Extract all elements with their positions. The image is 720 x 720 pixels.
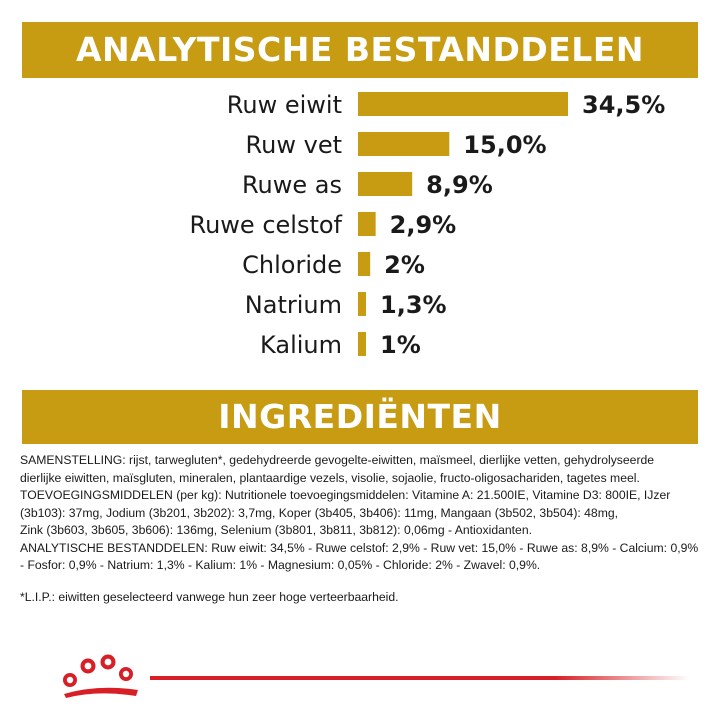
value-label: 2,9% [390,211,457,239]
ingredients-line: Zink (3b603, 3b605, 3b606): 136mg, Selen… [20,523,532,537]
ingredients-line: SAMENSTELLING: rijst, tarwegluten*, gede… [20,453,655,467]
value-label: 2% [384,251,425,279]
ingredients-text: SAMENSTELLING: rijst, tarwegluten*, gede… [20,452,700,575]
bar [358,92,568,116]
bar [358,132,450,156]
bar [358,172,413,196]
category-label: Ruwe as [242,171,342,199]
value-label: 1,3% [380,291,447,319]
value-label: 8,9% [426,171,493,199]
ingredients-title-banner: INGREDIËNTEN [22,390,698,444]
brand-red-line [150,676,690,680]
value-label: 1% [380,331,421,359]
footnote: *L.I.P.: eiwitten geselecteerd vanwege h… [20,590,399,604]
ingredients-line: ANALYTISCHE BESTANDDELEN: Ruw eiwit: 34,… [20,540,699,555]
bar [358,252,371,276]
ingredients-line: TOEVOEGINGSMIDDELEN (per kg): Nutritione… [20,488,671,502]
bar [358,332,366,356]
analysis-title-banner: ANALYTISCHE BESTANDDELEN [22,22,698,78]
ingredients-line: - Fosfor: 0,9% - Natrium: 1,3% - Kalium:… [20,558,541,572]
value-label: 15,0% [463,131,546,159]
bar [358,212,376,236]
category-label: Natrium [245,291,342,319]
ingredients-line: (3b103): 37mg, Jodium (3b201, 3b202): 3,… [20,505,619,520]
category-label: Ruw eiwit [227,91,342,119]
category-label: Chloride [242,251,342,279]
royal-canin-crown-icon [63,654,138,698]
category-label: Kalium [260,331,342,359]
ingredients-line: dierlijke eiwitten, maïsgluten, minerale… [20,470,640,485]
nutrient-bar-chart: Ruw eiwit 34,5% Ruw vet 15,0% Ruwe as 8,9% Ruw… [189,91,665,359]
value-label: 34,5% [582,91,665,119]
bar [358,292,366,316]
category-label: Ruw vet [246,131,342,159]
category-label: Ruwe celstof [189,211,342,239]
